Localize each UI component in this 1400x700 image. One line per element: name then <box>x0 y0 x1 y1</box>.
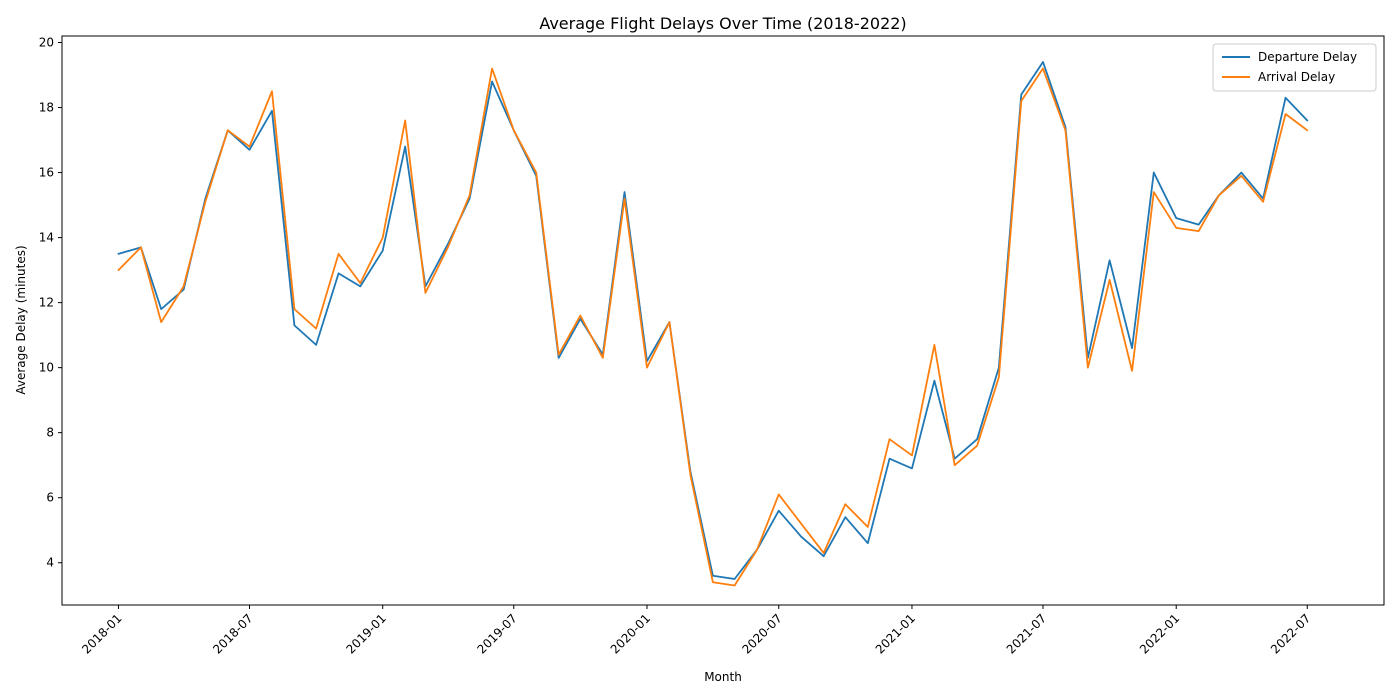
x-tick-label: 2019-01 <box>343 611 388 656</box>
legend: Departure Delay Arrival Delay <box>1212 43 1377 92</box>
y-tick-label: 8 <box>46 426 54 440</box>
x-tick-label: 2021-01 <box>873 611 918 656</box>
x-tick-label: 2020-07 <box>740 611 785 656</box>
x-tick-label: 2022-01 <box>1137 611 1182 656</box>
legend-label-departure: Departure Delay <box>1258 50 1357 64</box>
legend-box <box>1212 43 1377 92</box>
x-tick-label: 2021-07 <box>1004 611 1049 656</box>
x-tick-label: 2022-07 <box>1268 611 1313 656</box>
series-layer <box>117 61 1309 587</box>
y-axis: 4 6 8 10 12 14 16 18 20 <box>39 36 62 570</box>
y-tick-label: 10 <box>39 361 54 375</box>
series-line-arrival <box>117 67 1309 587</box>
y-tick-label: 12 <box>39 296 54 310</box>
y-tick-label: 14 <box>39 231 54 245</box>
x-tick-label: 2018-01 <box>79 611 124 656</box>
y-axis-label: Average Delay (minutes) <box>14 245 28 394</box>
x-tick-label: 2018-07 <box>210 611 255 656</box>
x-tick-label: 2020-01 <box>608 611 653 656</box>
series-line-departure <box>117 61 1309 580</box>
x-axis-label: Month <box>704 670 742 684</box>
x-axis: 2018-01 2018-07 2019-01 2019-07 2020-01 2020-… <box>79 605 1313 657</box>
y-tick-label: 16 <box>39 166 54 180</box>
chart-title: Average Flight Delays Over Time (2018-20… <box>539 14 906 33</box>
y-tick-label: 20 <box>39 36 54 50</box>
y-tick-label: 4 <box>46 556 54 570</box>
x-tick-label: 2019-07 <box>475 611 520 656</box>
y-tick-label: 6 <box>46 491 54 505</box>
plot-frame <box>61 35 1385 606</box>
legend-label-arrival: Arrival Delay <box>1258 70 1335 84</box>
y-tick-label: 18 <box>39 101 54 115</box>
